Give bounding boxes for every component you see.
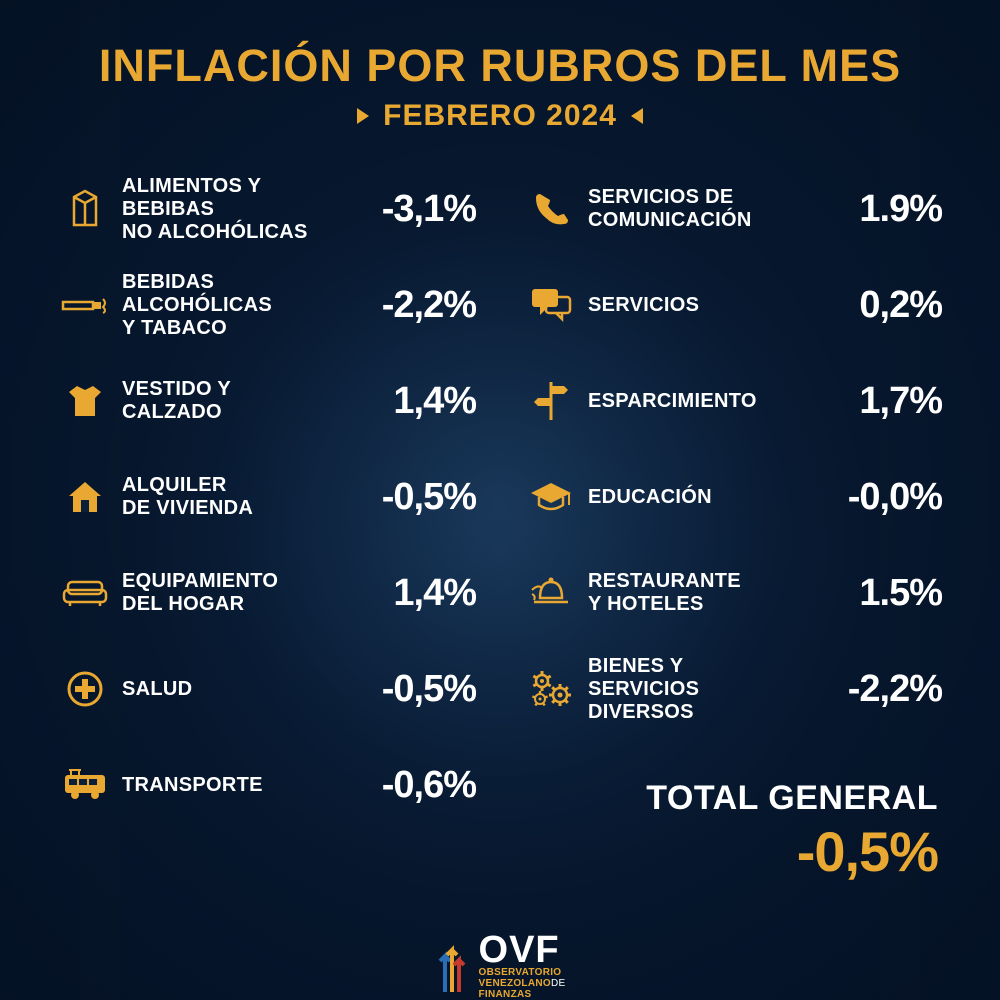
chat-icon xyxy=(524,287,578,323)
ovf-line1: OBSERVATORIO xyxy=(479,967,566,978)
category-label: SERVICIOS DE COMUNICACIÓN xyxy=(578,186,812,232)
category-row: ESPARCIMIENTO1,7% xyxy=(524,353,942,449)
cigarette-icon xyxy=(58,293,112,317)
category-row: EDUCACIÓN-0,0% xyxy=(524,449,942,545)
category-value: 1.9% xyxy=(812,188,942,231)
category-row: ALIMENTOS Y BEBIBAS NO ALCOHÓLICAS-3,1% xyxy=(58,161,476,257)
total-block: TOTAL GENERAL -0,5% xyxy=(524,737,942,927)
sofa-icon xyxy=(58,578,112,608)
category-row: SERVICIOS DE COMUNICACIÓN1.9% xyxy=(524,161,942,257)
main-title: INFLACIÓN POR RUBROS DEL MES xyxy=(58,42,942,89)
category-label: ALQUILER DE VIVIENDA xyxy=(112,474,346,520)
category-value: 1,7% xyxy=(812,380,942,423)
shirt-icon xyxy=(58,382,112,420)
health-icon xyxy=(58,669,112,709)
category-label: BIENES Y SERVICIOS DIVERSOS xyxy=(578,655,812,724)
category-label: ALIMENTOS Y BEBIBAS NO ALCOHÓLICAS xyxy=(112,175,346,244)
category-label: SERVICIOS xyxy=(578,294,812,317)
category-label: RESTAURANTE Y HOTELES xyxy=(578,570,812,616)
ovf-text-block: OVF OBSERVATORIO VENEZOLANODE FINANZAS xyxy=(479,933,566,1000)
total-label: TOTAL GENERAL xyxy=(646,781,938,817)
category-value: 0,2% xyxy=(812,284,942,327)
categories-grid: ALIMENTOS Y BEBIBAS NO ALCOHÓLICAS-3,1%B… xyxy=(58,161,942,927)
category-label: ESPARCIMIENTO xyxy=(578,390,812,413)
category-row: RESTAURANTE Y HOTELES1.5% xyxy=(524,545,942,641)
infographic-container: INFLACIÓN POR RUBROS DEL MES FEBRERO 202… xyxy=(0,0,1000,1000)
category-value: -2,2% xyxy=(346,284,476,327)
category-row: SERVICIOS0,2% xyxy=(524,257,942,353)
category-row: TRANSPORTE-0,6% xyxy=(58,737,476,833)
category-row: ALQUILER DE VIVIENDA-0,5% xyxy=(58,449,476,545)
gears-icon xyxy=(524,669,578,709)
ovf-line3: FINANZAS xyxy=(479,989,566,1000)
category-label: VESTIDO Y CALZADO xyxy=(112,378,346,424)
left-column: ALIMENTOS Y BEBIBAS NO ALCOHÓLICAS-3,1%B… xyxy=(58,161,476,927)
category-label: EQUIPAMIENTO DEL HOGAR xyxy=(112,570,346,616)
category-value: 1,4% xyxy=(346,572,476,615)
category-label: EDUCACIÓN xyxy=(578,486,812,509)
category-value: -2,2% xyxy=(812,668,942,711)
gradcap-icon xyxy=(524,481,578,513)
category-value: 1,4% xyxy=(346,380,476,423)
category-label: BEBIDAS ALCOHÓLICAS Y TABACO xyxy=(112,271,346,340)
ovf-arrow-icon xyxy=(435,942,469,992)
category-row: VESTIDO Y CALZADO1,4% xyxy=(58,353,476,449)
bell-icon xyxy=(524,576,578,610)
category-label: TRANSPORTE xyxy=(112,774,346,797)
category-row: BEBIDAS ALCOHÓLICAS Y TABACO-2,2% xyxy=(58,257,476,353)
ovf-line2: VENEZOLANODE xyxy=(479,978,566,989)
triangle-right-icon xyxy=(357,108,369,124)
house-icon xyxy=(58,478,112,516)
bus-icon xyxy=(58,769,112,801)
category-row: SALUD-0,5% xyxy=(58,641,476,737)
right-column: SERVICIOS DE COMUNICACIÓN1.9%SERVICIOS0,… xyxy=(524,161,942,927)
footer-logo: OVF OBSERVATORIO VENEZOLANODE FINANZAS xyxy=(58,927,942,1000)
category-value: 1.5% xyxy=(812,572,942,615)
subtitle-row: FEBRERO 2024 xyxy=(58,99,942,133)
category-value: -0,5% xyxy=(346,476,476,519)
signpost-icon xyxy=(524,380,578,422)
total-value: -0,5% xyxy=(797,819,938,884)
category-value: -0,5% xyxy=(346,668,476,711)
carton-icon xyxy=(58,187,112,231)
category-row: EQUIPAMIENTO DEL HOGAR1,4% xyxy=(58,545,476,641)
subtitle-month: FEBRERO 2024 xyxy=(383,99,617,133)
category-row: BIENES Y SERVICIOS DIVERSOS-2,2% xyxy=(524,641,942,737)
category-value: -0,6% xyxy=(346,764,476,807)
phone-icon xyxy=(524,190,578,228)
ovf-abbr: OVF xyxy=(479,933,566,967)
category-value: -0,0% xyxy=(812,476,942,519)
category-value: -3,1% xyxy=(346,188,476,231)
category-label: SALUD xyxy=(112,678,346,701)
triangle-left-icon xyxy=(631,108,643,124)
